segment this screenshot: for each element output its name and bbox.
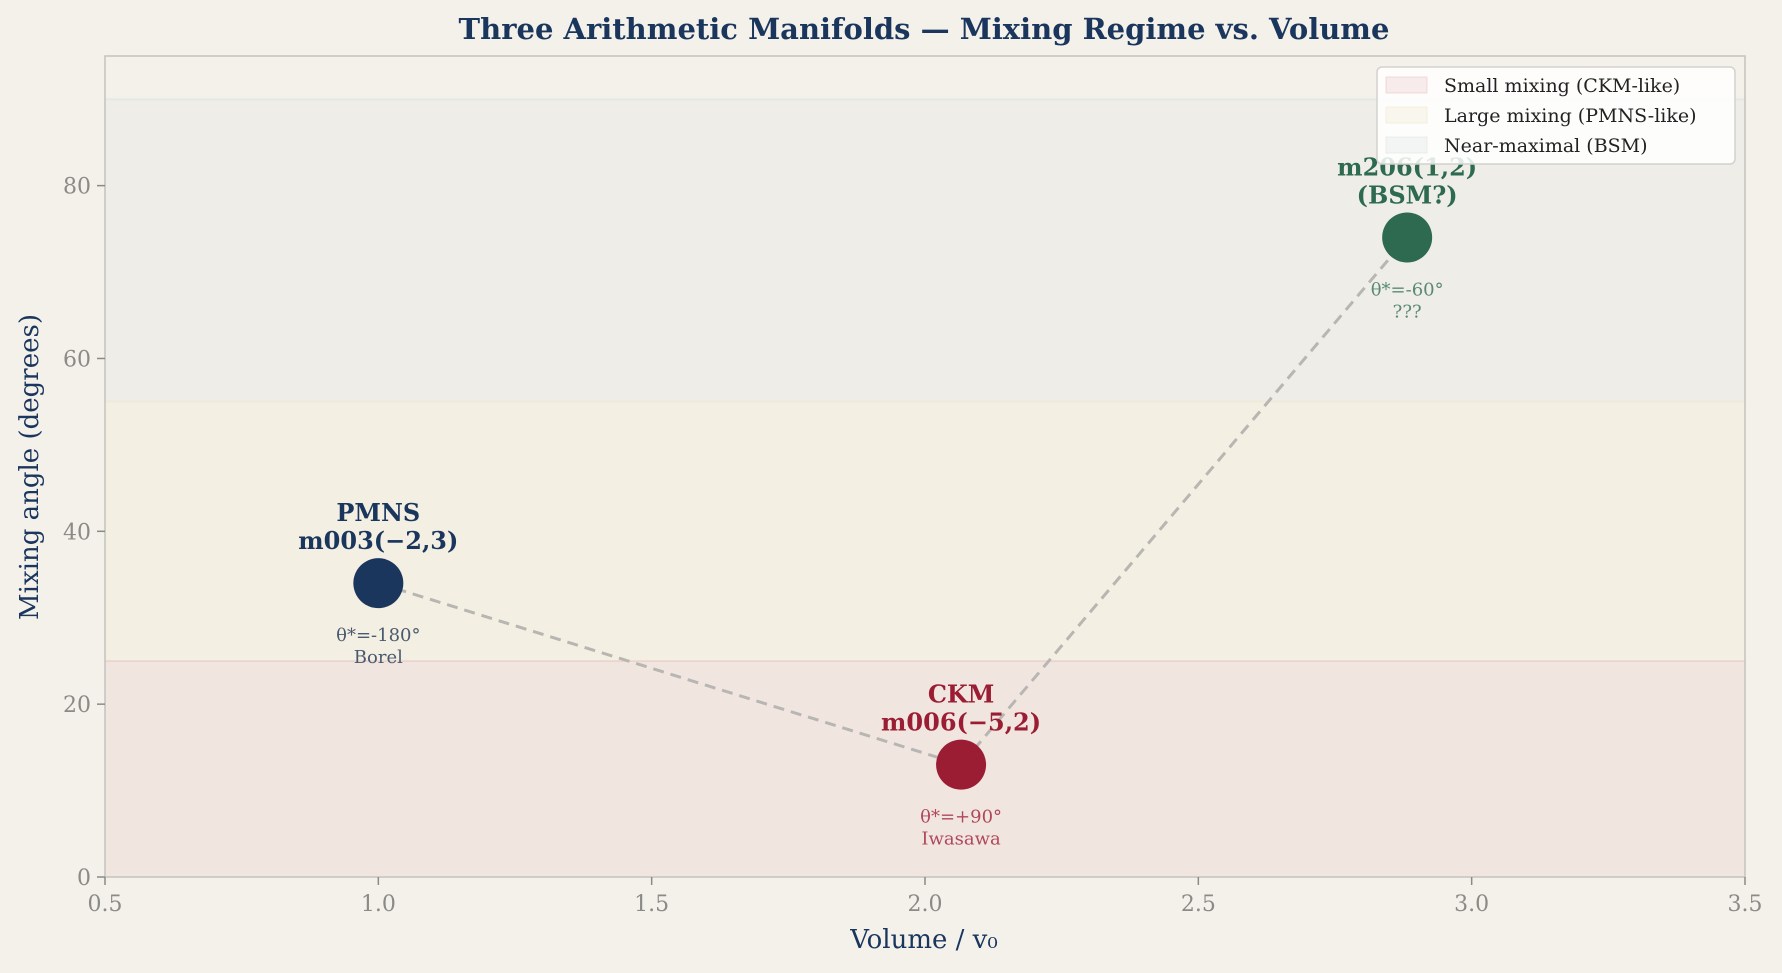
legend-swatch-1 [1385, 106, 1428, 124]
point-sub-line2-0: Borel [354, 647, 403, 668]
band-0 [105, 660, 1745, 877]
y-tick-label-1: 20 [63, 693, 91, 718]
point-marker-2 [1382, 212, 1433, 263]
plot-area [105, 56, 1745, 877]
legend: Small mixing (CKM-like) Large mixing (PMN… [1376, 66, 1736, 165]
point-label-line2-2: (BSM?) [1357, 180, 1458, 209]
point-marker-0 [353, 558, 404, 609]
legend-label-2: Near-maximal (BSM) [1444, 135, 1648, 157]
chart-title: Three Arithmetic Manifolds — Mixing Regi… [459, 12, 1390, 46]
point-sub-line1-0: θ*=-180° [336, 625, 420, 646]
point-marker-1 [936, 739, 987, 790]
regime-bands [105, 98, 1745, 877]
connector-polyline [377, 236, 1409, 767]
band-1 [105, 401, 1745, 661]
point-label-line2-1: m006(−5,2) [881, 708, 1041, 737]
legend-label-1: Large mixing (PMNS-like) [1444, 105, 1697, 127]
point-sub-line1-2: θ*=-60° [1371, 279, 1444, 300]
x-tick-label-1: 1.0 [361, 892, 396, 917]
x-tick-label-6: 3.5 [1728, 892, 1763, 917]
x-tick-label-0: 0.5 [88, 892, 123, 917]
x-tick-label-3: 2.0 [908, 892, 943, 917]
legend-swatch-0 [1385, 76, 1428, 94]
point-label-line1-0: PMNS [336, 498, 420, 527]
point-label-line1-1: CKM [928, 680, 995, 709]
connector-line [377, 236, 1409, 767]
axes: 0.5 1.0 1.5 2.0 2.5 3.0 3.5 0 20 40 60 80 [63, 55, 1763, 917]
y-tick-label-0: 0 [77, 866, 91, 891]
legend-swatch-2 [1385, 136, 1428, 154]
point-sub-line2-2: ??? [1393, 301, 1422, 322]
y-tick-label-2: 40 [63, 520, 91, 545]
point-sub-line2-1: Iwasawa [921, 829, 1001, 850]
y-tick-label-3: 60 [63, 347, 91, 372]
legend-label-0: Small mixing (CKM-like) [1444, 75, 1680, 97]
x-tick-label-4: 2.5 [1181, 892, 1216, 917]
x-tick-label-5: 3.0 [1454, 892, 1489, 917]
y-axis-label: Mixing angle (degrees) [15, 314, 45, 620]
point-sub-line1-1: θ*=+90° [920, 807, 1002, 828]
plot-background [105, 56, 1745, 877]
y-tick-label-4: 80 [63, 175, 91, 200]
x-tick-label-2: 1.5 [634, 892, 669, 917]
legend-box [1376, 66, 1736, 165]
point-label-line2-0: m003(−2,3) [298, 526, 458, 555]
x-axis-label: Volume / v₀ [849, 925, 998, 955]
